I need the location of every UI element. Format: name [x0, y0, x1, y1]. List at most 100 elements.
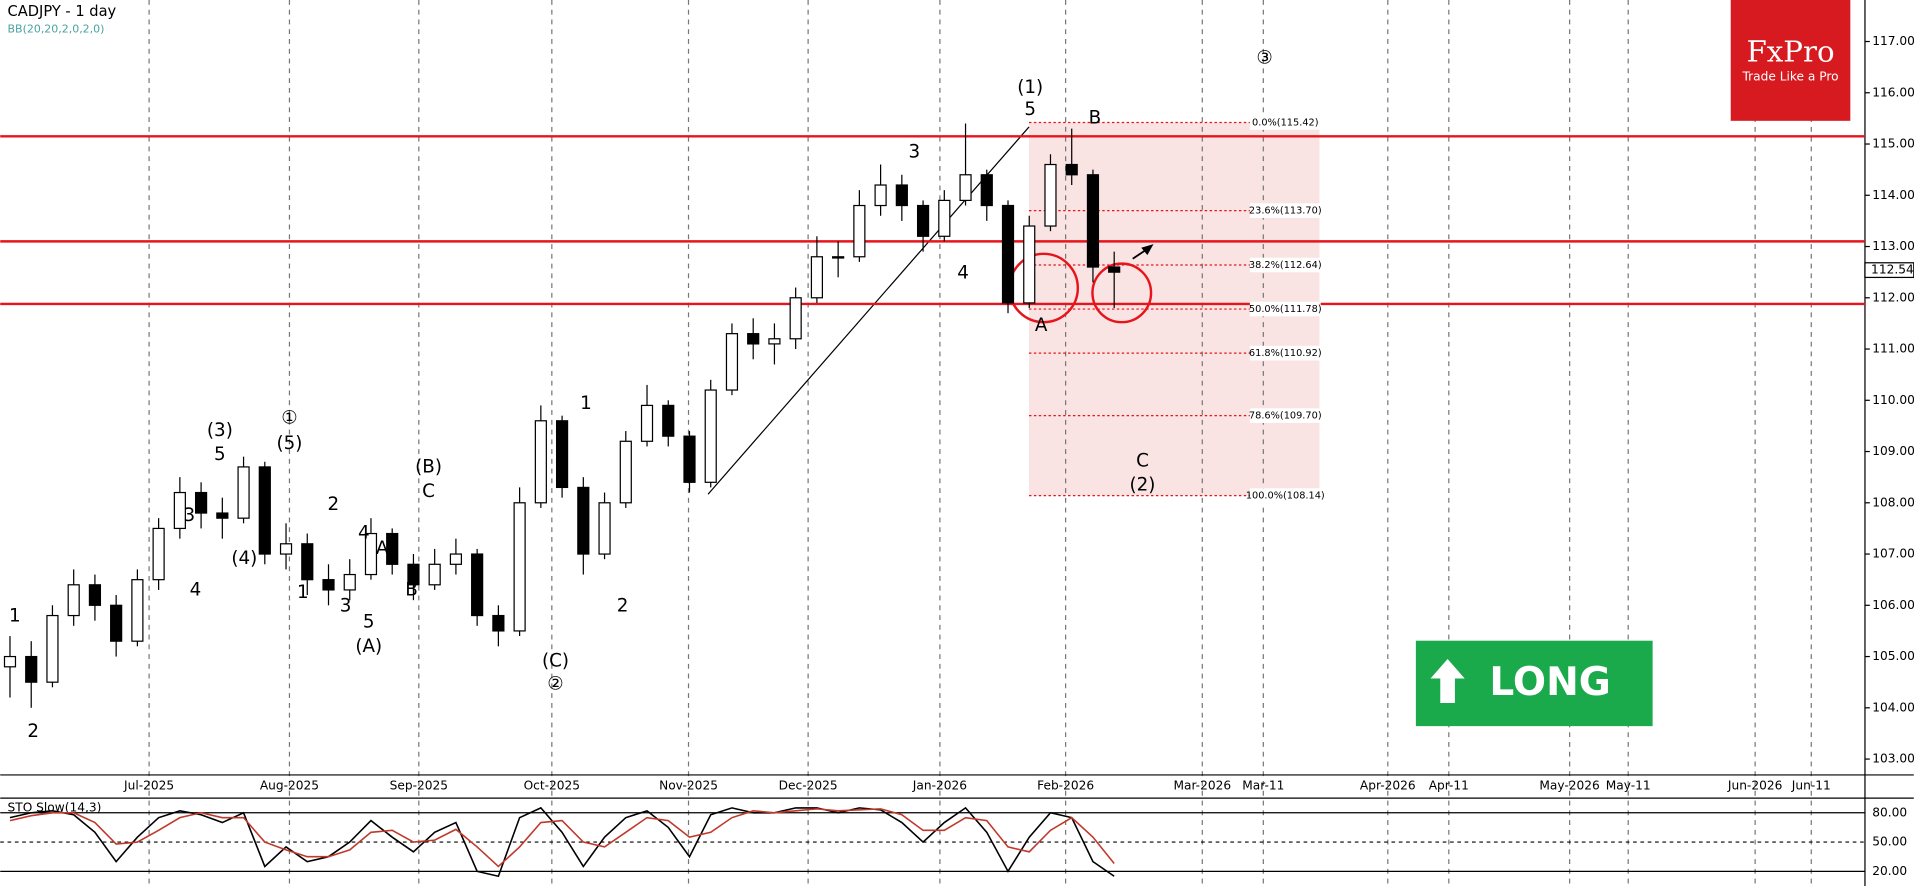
candle-body: [279, 543, 293, 555]
candle-body: [492, 614, 505, 632]
wave-label: C: [422, 481, 435, 502]
candle-body: [67, 584, 80, 617]
wave-label: A: [1035, 315, 1048, 336]
fib-label: 23.6%(113.70): [1249, 206, 1322, 217]
wave-label: (2): [1130, 475, 1156, 496]
wave-label: (C): [542, 650, 569, 671]
signal-text: LONG: [1489, 660, 1610, 705]
y-tick-label: 108.00: [1872, 495, 1914, 509]
stoch-tick-label: 80.00: [1872, 805, 1907, 819]
fib-label-bg: [1249, 257, 1321, 273]
wave-label: C: [1136, 450, 1149, 471]
candle-body: [874, 184, 887, 207]
x-tick-label: Feb-2026: [1037, 778, 1094, 792]
candle-body: [237, 466, 250, 519]
wave-label: B: [1089, 107, 1102, 128]
candle-body: [110, 604, 123, 642]
wave-label: 1: [9, 605, 21, 626]
fib-label: 100.0%(108.14): [1246, 491, 1325, 502]
chart-title: CADJPY - 1 day: [8, 3, 117, 20]
x-tick-label: Jul-2025: [123, 778, 174, 792]
x-tick-label: Nov-2025: [659, 778, 718, 792]
wave-label: 1: [580, 393, 592, 414]
wave-label: (1): [1017, 77, 1043, 98]
candle-body: [768, 338, 781, 345]
x-tick-label: Jan-2026: [912, 778, 967, 792]
x-tick-label: Apr-11: [1429, 778, 1469, 792]
candle-body: [683, 435, 696, 483]
candle-body: [216, 512, 229, 519]
x-tick-label: Mar-2026: [1173, 778, 1231, 792]
candle-body: [725, 333, 739, 391]
wave-label: B: [405, 580, 418, 601]
y-tick-label: 114.00: [1872, 188, 1914, 202]
candle-body: [407, 563, 420, 586]
wave-label: (3): [207, 420, 233, 441]
candle-body: [173, 491, 186, 530]
candle-body: [1086, 174, 1100, 268]
x-tick-label: May-2026: [1539, 778, 1599, 792]
candle-body: [747, 333, 760, 345]
candle-body: [449, 553, 463, 565]
candle-body: [640, 404, 654, 442]
fib-label-bg: [1249, 301, 1321, 317]
highlight-circle: [1091, 262, 1153, 324]
y-tick-label: 106.00: [1872, 598, 1914, 612]
y-tick-label: 107.00: [1872, 547, 1914, 561]
wave-label: (A): [355, 636, 382, 657]
candle-body: [25, 655, 38, 683]
current-price-label: 112.54: [1871, 263, 1914, 277]
fib-label-bg: [1249, 115, 1321, 130]
y-tick-label: 111.00: [1872, 342, 1914, 356]
candle-body: [555, 420, 569, 489]
y-tick-label: 112.00: [1872, 290, 1914, 304]
wave-label: 3: [908, 142, 920, 163]
wave-label: (B): [415, 456, 442, 477]
wave-label: 3: [340, 596, 352, 617]
wave-label: 5: [1024, 99, 1036, 120]
candle-body: [513, 502, 526, 632]
wave-label: 4: [358, 522, 370, 543]
stochastic-label: STO Slow(14,3): [8, 800, 102, 814]
candle-body: [88, 584, 102, 606]
x-tick-label: May-11: [1606, 778, 1651, 792]
logo-tagline: Trade Like a Pro: [1741, 69, 1838, 83]
wave-label: 5: [214, 444, 226, 465]
candle-body: [662, 404, 675, 437]
y-tick-label: 113.00: [1872, 239, 1914, 253]
wave-label: ②: [547, 674, 563, 695]
wave-label: (5): [276, 433, 302, 454]
x-tick-label: Mar-11: [1242, 778, 1284, 792]
wave-label: 1: [297, 582, 309, 603]
wave-label: ①: [281, 408, 297, 429]
fib-label: 0.0%(115.42): [1252, 117, 1319, 128]
indicator-label: BB(20,20,2,0,2,0): [8, 22, 105, 35]
candle-body: [1001, 204, 1015, 304]
wave-label: 3: [184, 505, 196, 526]
y-tick-label: 109.00: [1872, 444, 1914, 458]
x-tick-label: Aug-2025: [260, 778, 319, 792]
y-tick-label: 105.00: [1872, 649, 1914, 663]
logo-box: [1730, 0, 1851, 121]
fib-label: 78.6%(109.70): [1249, 411, 1322, 422]
stoch-tick-label: 50.00: [1872, 835, 1907, 849]
candle-body: [832, 256, 845, 259]
wave-label: 2: [328, 494, 340, 515]
stoch-line: [9, 806, 1115, 878]
fib-label-bg: [1249, 408, 1321, 423]
candle-body: [1044, 163, 1057, 227]
fib-label: 38.2%(112.64): [1249, 260, 1322, 271]
candle-body: [322, 579, 335, 591]
x-tick-label: Jun-2026: [1727, 778, 1782, 792]
candle-body: [938, 199, 951, 237]
y-tick-label: 110.00: [1872, 393, 1914, 407]
candle-body: [1023, 225, 1036, 304]
arrow-head: [1141, 244, 1154, 256]
y-tick-label: 117.00: [1872, 34, 1914, 48]
trend-line: [707, 126, 1030, 495]
candle-body: [895, 184, 908, 207]
fib-label-bg: [1249, 345, 1321, 361]
candle-body: [704, 389, 717, 483]
